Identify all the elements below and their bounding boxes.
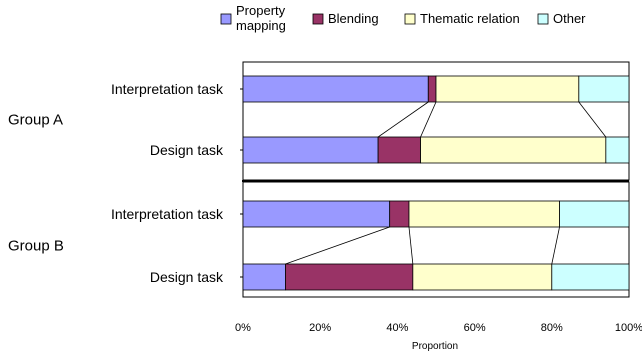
category-labels: Interpretation task Design task Group A Int… <box>8 81 224 285</box>
legend-label: Property mapping <box>236 3 286 33</box>
connector-line <box>377 101 429 138</box>
legend-label: Other <box>553 11 586 26</box>
legend-label: Blending <box>328 11 379 26</box>
connector-line <box>285 226 390 265</box>
bar-segment <box>408 200 560 228</box>
bar-segment <box>389 200 410 228</box>
bar-segment <box>242 263 286 291</box>
bar-segment <box>605 136 630 164</box>
bar-segment <box>377 136 421 164</box>
x-axis-title: Proportion <box>412 341 458 352</box>
plot-frame <box>240 61 630 298</box>
x-tick-label: 60% <box>464 322 486 334</box>
x-tick-label: 80% <box>541 322 563 334</box>
connector-line <box>420 101 437 138</box>
x-tick-label: 40% <box>386 322 408 334</box>
legend-swatch <box>220 13 232 25</box>
connector-line <box>578 101 607 138</box>
bar-segment <box>420 136 607 164</box>
bar-segment <box>242 200 391 228</box>
x-tick-label: 100% <box>615 322 642 334</box>
connector-line <box>551 226 560 265</box>
bar-label: Design task <box>150 142 224 158</box>
bar-segment <box>435 75 580 103</box>
legend-label: Thematic relation <box>420 11 520 26</box>
bar-segment <box>242 136 379 164</box>
bar-segment <box>412 263 553 291</box>
bar-segment <box>559 200 630 228</box>
connector-lines <box>285 101 607 265</box>
x-tick-label: 20% <box>309 322 331 334</box>
bar-segment <box>578 75 630 103</box>
bar-segment <box>242 75 429 103</box>
bar-segment <box>427 75 437 103</box>
x-axis: Proportion 0% 20% 40% 60% 80% 100% <box>235 322 642 352</box>
group-label: Group A <box>8 112 63 129</box>
legend-swatch <box>312 13 324 25</box>
x-tick-label: 0% <box>235 322 251 334</box>
bar-segment <box>285 263 414 291</box>
connector-line <box>408 226 414 265</box>
bar-label: Design task <box>150 269 224 285</box>
legend-swatch <box>537 13 549 25</box>
group-label: Group B <box>8 238 64 255</box>
bar-label: Interpretation task <box>111 81 224 97</box>
bars <box>242 75 630 291</box>
bar-label: Interpretation task <box>111 206 224 222</box>
bar-segment <box>551 263 630 291</box>
legend: Property mapping Blending Thematic relation… <box>220 3 586 33</box>
legend-swatch <box>404 13 416 25</box>
